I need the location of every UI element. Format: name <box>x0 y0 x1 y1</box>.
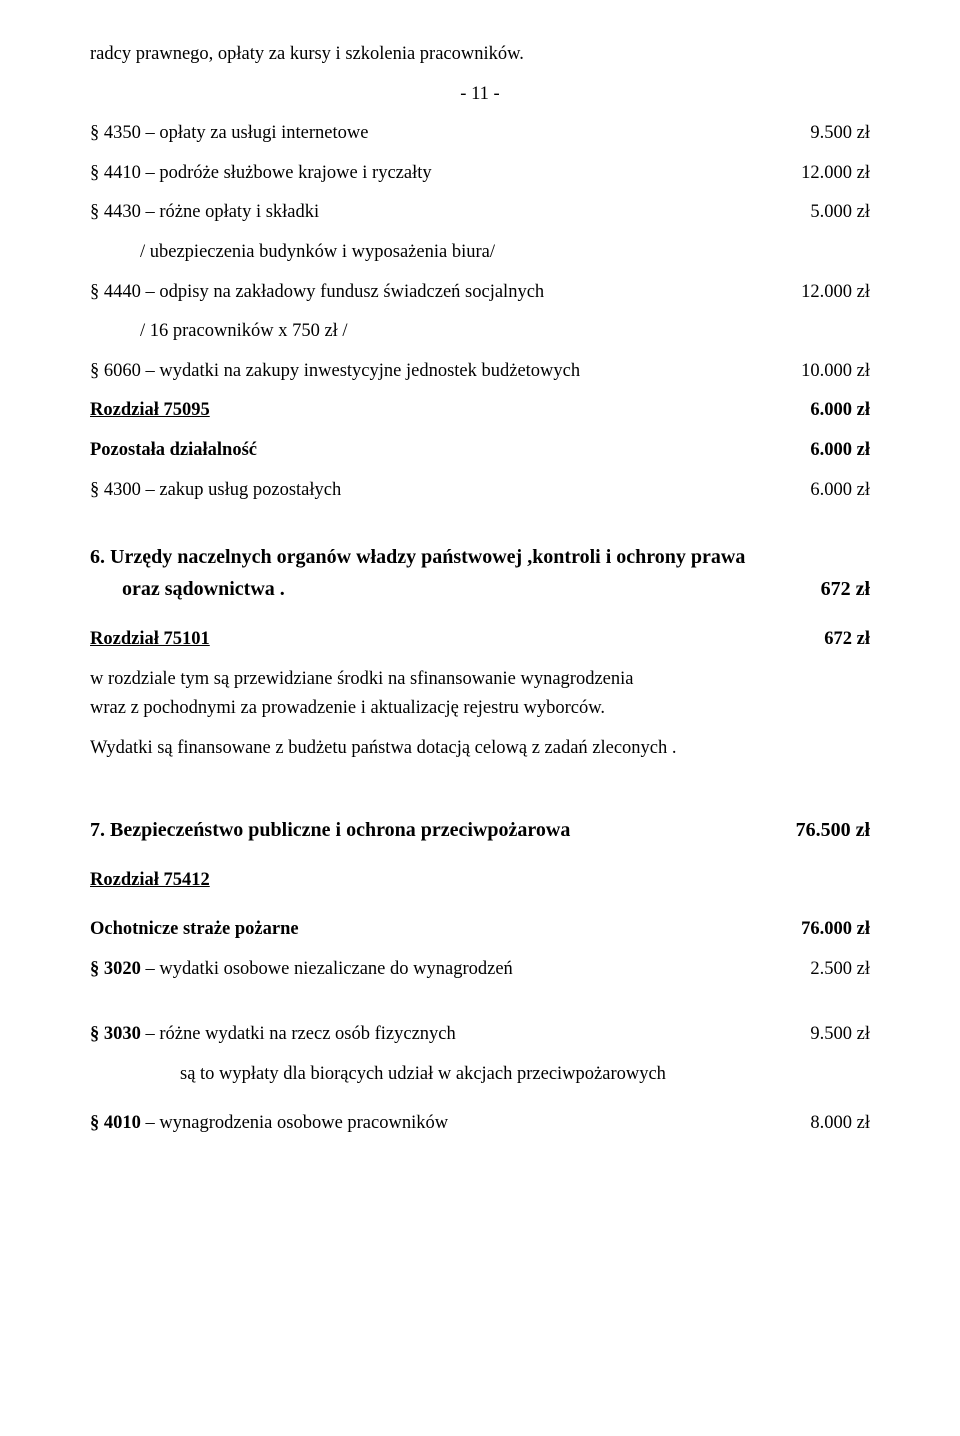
item-amount: 2.500 zł <box>790 955 870 985</box>
section-6-heading-line2: oraz sądownictwa . 672 zł <box>90 573 870 605</box>
intro-text: radcy prawnego, opłaty za kursy i szkole… <box>90 40 870 70</box>
item-label: Ochotnicze straże pożarne <box>90 915 781 945</box>
item-amount: 5.000 zł <box>790 198 870 228</box>
item-amount: 76.000 zł <box>781 915 870 945</box>
note-4440: / 16 pracowników x 750 zł / <box>90 317 870 347</box>
item-label: Pozostała działalność <box>90 436 790 466</box>
item-label: § 4010 – wynagrodzenia osobowe pracownik… <box>90 1109 790 1139</box>
item-3030: § 3030 – różne wydatki na rzecz osób fiz… <box>90 1020 870 1050</box>
item-4010: § 4010 – wynagrodzenia osobowe pracownik… <box>90 1109 870 1139</box>
item-4430: § 4430 – różne opłaty i składki 5.000 zł <box>90 198 870 228</box>
chapter-label: Rozdział 75095 <box>90 396 790 426</box>
chapter-amount: 6.000 zł <box>790 396 870 426</box>
chapter-75412: Rozdział 75412 <box>90 866 870 896</box>
pozostala-dzialalnosc: Pozostała działalność 6.000 zł <box>90 436 870 466</box>
chapter-amount: 672 zł <box>804 625 870 655</box>
item-amount: 12.000 zł <box>781 159 870 189</box>
chapter-75101: Rozdział 75101 672 zł <box>90 625 870 655</box>
item-label: § 3030 – różne wydatki na rzecz osób fiz… <box>90 1020 790 1050</box>
heading-amount: 672 zł <box>801 573 870 605</box>
item-label: § 4410 – podróże służbowe krajowe i rycz… <box>90 159 781 189</box>
item-amount: 6.000 zł <box>790 476 870 506</box>
heading-amount: 76.500 zł <box>776 814 870 846</box>
item-6060: § 6060 – wydatki na zakupy inwestycyjne … <box>90 357 870 387</box>
chapter-label: Rozdział 75101 <box>90 625 804 655</box>
ochotnicze-straze: Ochotnicze straże pożarne 76.000 zł <box>90 915 870 945</box>
item-label: § 4430 – różne opłaty i składki <box>90 198 790 228</box>
section-6-para1: w rozdziale tym są przewidziane środki n… <box>90 665 870 724</box>
item-amount: 10.000 zł <box>781 357 870 387</box>
item-amount: 12.000 zł <box>781 278 870 308</box>
section-6-heading-line1: 6. Urzędy naczelnych organów władzy pańs… <box>90 541 870 573</box>
item-4440: § 4440 – odpisy na zakładowy fundusz świ… <box>90 278 870 308</box>
chapter-75095: Rozdział 75095 6.000 zł <box>90 396 870 426</box>
heading-label: 7. Bezpieczeństwo publiczne i ochrona pr… <box>90 814 776 846</box>
item-4350: § 4350 – opłaty za usługi internetowe 9.… <box>90 119 870 149</box>
item-label: § 4350 – opłaty za usługi internetowe <box>90 119 790 149</box>
item-label: § 3020 – wydatki osobowe niezaliczane do… <box>90 955 790 985</box>
section-6-para2: Wydatki są finansowane z budżetu państwa… <box>90 734 870 764</box>
item-4410: § 4410 – podróże służbowe krajowe i rycz… <box>90 159 870 189</box>
item-label: § 6060 – wydatki na zakupy inwestycyjne … <box>90 357 781 387</box>
item-amount: 9.500 zł <box>790 1020 870 1050</box>
item-4300: § 4300 – zakup usług pozostałych 6.000 z… <box>90 476 870 506</box>
note-3030: są to wypłaty dla biorących udział w akc… <box>90 1060 870 1090</box>
section-7-heading: 7. Bezpieczeństwo publiczne i ochrona pr… <box>90 814 870 846</box>
page-number: - 11 - <box>90 80 870 110</box>
item-label: § 4440 – odpisy na zakładowy fundusz świ… <box>90 278 781 308</box>
item-label: § 4300 – zakup usług pozostałych <box>90 476 790 506</box>
item-amount: 8.000 zł <box>790 1109 870 1139</box>
item-amount: 9.500 zł <box>790 119 870 149</box>
heading-indent: oraz sądownictwa . <box>90 573 801 605</box>
item-3020: § 3020 – wydatki osobowe niezaliczane do… <box>90 955 870 985</box>
note-4430: / ubezpieczenia budynków i wyposażenia b… <box>90 238 870 268</box>
item-amount: 6.000 zł <box>790 436 870 466</box>
